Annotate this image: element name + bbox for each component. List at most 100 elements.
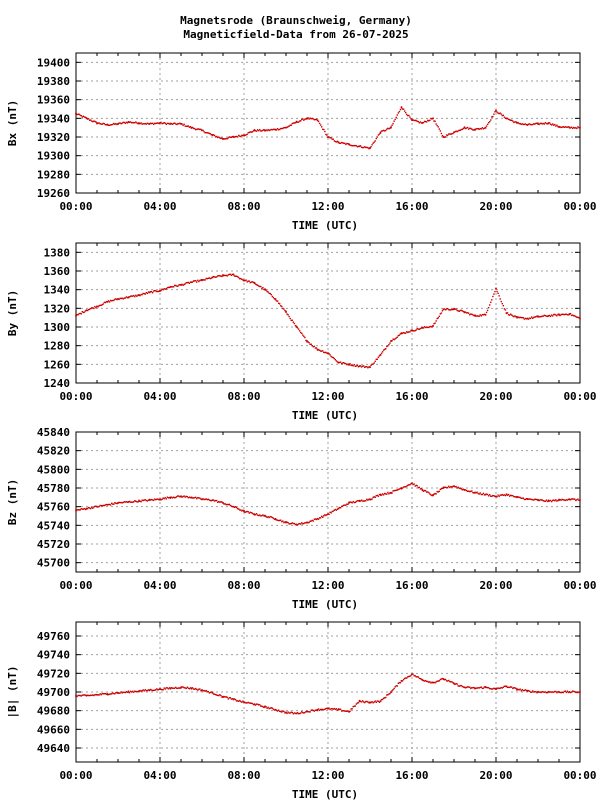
trace-dot (356, 145, 359, 148)
trace-dot (418, 486, 421, 489)
trace-dot (480, 128, 482, 130)
data-point (411, 329, 413, 332)
trace-dot (98, 505, 100, 508)
trace-dot (443, 679, 446, 681)
data-point (442, 136, 445, 138)
trace-dot (185, 282, 187, 284)
trace-dot (504, 309, 507, 311)
trace-dot (225, 503, 227, 506)
trace-dot (317, 518, 320, 520)
trace-dot (471, 313, 473, 315)
trace-dot (409, 675, 411, 677)
y-tick-label: 1240 (44, 377, 71, 390)
trace-dot (126, 122, 129, 124)
trace-dot (398, 488, 401, 490)
trace-dot (286, 313, 288, 315)
trace-dot (151, 292, 154, 294)
trace-dot (164, 288, 166, 290)
trace-dot (151, 122, 154, 125)
data-point (442, 487, 445, 489)
trace-dot (207, 277, 209, 280)
trace-dot (479, 314, 481, 316)
trace-dot (290, 319, 292, 322)
data-point (484, 686, 487, 689)
trace-dot (247, 132, 249, 134)
data-point (484, 493, 487, 496)
trace-dot (482, 492, 485, 495)
trace-dot (241, 510, 243, 512)
trace-dot (555, 314, 557, 316)
data-point (379, 700, 382, 703)
trace-dot (86, 507, 89, 510)
trace-dot (476, 127, 478, 130)
trace-dot (177, 285, 179, 287)
trace-dot (451, 681, 453, 683)
data-point (243, 701, 245, 704)
trace-dot (300, 712, 302, 714)
trace-dot (353, 144, 355, 147)
trace-dot (259, 704, 261, 706)
trace-dot (431, 681, 433, 683)
trace-dot (570, 498, 573, 500)
trace-dot (128, 121, 131, 124)
trace-dot (287, 521, 289, 524)
trace-dot (175, 284, 177, 287)
trace-dot (524, 317, 527, 320)
data-point (96, 694, 98, 696)
trace-dot (273, 518, 276, 520)
trace-dot (225, 137, 227, 140)
trace-dot (431, 494, 433, 497)
trace-dot (511, 686, 513, 688)
trace-dot (385, 493, 387, 495)
trace-dot (178, 495, 180, 497)
trace-dot (91, 307, 93, 309)
trace-dot (342, 142, 344, 144)
data-point (526, 690, 529, 692)
data-point (106, 693, 109, 695)
trace-dot (556, 692, 558, 694)
trace-dot (569, 127, 572, 129)
trace-dot (203, 131, 205, 133)
trace-dot (378, 701, 381, 703)
data-point (495, 688, 497, 690)
trace-dot (519, 496, 521, 499)
trace-dot (411, 118, 413, 121)
trace-dot (371, 701, 373, 703)
trace-dot (373, 701, 375, 703)
trace-dot (528, 317, 531, 319)
trace-dot (527, 689, 530, 692)
trace-dot (288, 125, 290, 127)
data-point (421, 489, 424, 491)
trace-dot (573, 498, 575, 500)
trace-dot (161, 122, 163, 125)
trace-dot (477, 492, 479, 495)
trace-dot (235, 700, 238, 702)
data-point (106, 301, 109, 303)
trace-dot (481, 493, 484, 496)
trace-dot (314, 709, 317, 711)
trace-dot (576, 691, 578, 694)
data-point (348, 710, 350, 713)
trace-dot (377, 700, 380, 703)
trace-dot (76, 314, 78, 316)
trace-dot (121, 692, 123, 694)
data-point (285, 711, 287, 714)
trace-dot (224, 138, 226, 140)
trace-dot (577, 498, 579, 500)
trace-dot (200, 128, 202, 131)
trace-dot (141, 689, 143, 692)
trace-dot (451, 133, 453, 135)
trace-dot (451, 308, 453, 311)
trace-dot (521, 316, 523, 319)
trace-dot (302, 334, 304, 336)
trace-dot (370, 364, 372, 367)
trace-dot (293, 712, 296, 714)
trace-dot (502, 305, 505, 307)
trace-dot (430, 682, 432, 684)
trace-dot (518, 496, 520, 499)
trace-dot (326, 134, 328, 136)
trace-dot (556, 315, 558, 317)
trace-dot (508, 314, 511, 316)
trace-dot (250, 702, 253, 704)
trace-dot (269, 292, 271, 295)
